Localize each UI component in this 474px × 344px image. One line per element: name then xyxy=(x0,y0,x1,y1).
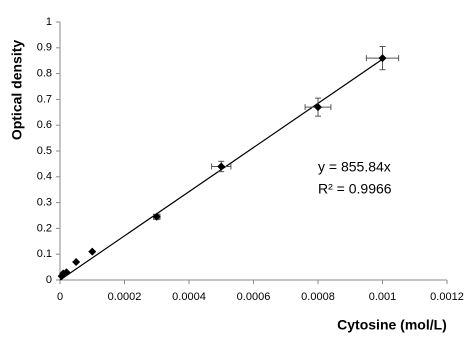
y-tick-label: 0.1 xyxy=(37,248,52,260)
x-tick-label: 0 xyxy=(57,291,63,303)
point xyxy=(152,212,161,221)
y-tick-label: 0 xyxy=(46,274,52,286)
x-tick-label: 0.0008 xyxy=(301,291,335,303)
y-tick-label: 0.8 xyxy=(37,68,52,80)
point xyxy=(217,162,226,171)
point xyxy=(72,257,81,266)
x-tick-label: 0.0004 xyxy=(172,291,206,303)
y-tick-label: 0.2 xyxy=(37,222,52,234)
equation: y = 855.84x xyxy=(318,159,391,175)
point xyxy=(88,247,97,256)
y-tick-label: 0.4 xyxy=(37,171,52,183)
x-tick-label: 0.0006 xyxy=(237,291,271,303)
y-tick-label: 1 xyxy=(46,16,52,28)
y-tick-label: 0.3 xyxy=(37,197,52,209)
x-tick-label: 0.0012 xyxy=(430,291,464,303)
point xyxy=(62,268,71,277)
y-axis-title: Optical density xyxy=(9,40,25,141)
point xyxy=(314,103,322,112)
r-squared: R² = 0.9966 xyxy=(318,181,392,197)
y-tick-label: 0.9 xyxy=(37,42,52,54)
x-axis-title: Cytosine (mol/L) xyxy=(337,317,447,333)
point xyxy=(378,54,387,63)
x-tick-label: 0.001 xyxy=(369,291,397,303)
y-tick-label: 0.5 xyxy=(37,145,52,157)
y-tick-label: 0.7 xyxy=(37,93,52,105)
x-tick-label: 0.0002 xyxy=(108,291,142,303)
point xyxy=(57,272,66,281)
y-tick-label: 0.6 xyxy=(37,119,52,131)
